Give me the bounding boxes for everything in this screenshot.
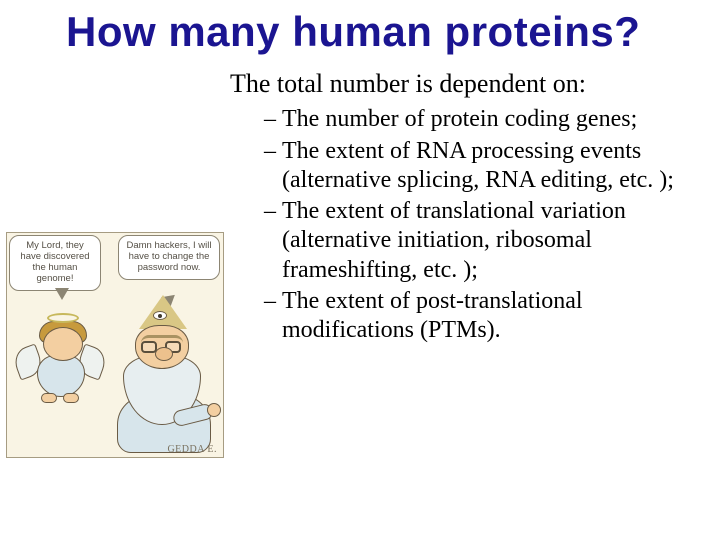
bullet-list: The number of protein coding genes; The … — [230, 105, 700, 345]
cartoon-illustration: My Lord, they have discovered the human … — [6, 232, 224, 458]
speech-tail-icon — [55, 288, 69, 300]
slide-title: How many human proteins? — [0, 0, 720, 68]
bullet-item: The number of protein coding genes; — [264, 105, 700, 134]
god-character-icon — [111, 299, 219, 449]
lead-line: The total number is dependent on: — [230, 68, 700, 99]
bullet-item: The extent of RNA processing events (alt… — [264, 137, 700, 196]
angel-character-icon — [21, 319, 101, 409]
cartoon-signature: GEDDA E. — [167, 444, 217, 455]
bullet-item: The extent of post-translational modific… — [264, 287, 700, 346]
speech-bubble-god: Damn hackers, I will have to change the … — [118, 235, 220, 280]
bullet-item: The extent of translational variation (a… — [264, 197, 700, 285]
right-column: The total number is dependent on: The nu… — [230, 68, 710, 347]
speech-bubble-angel: My Lord, they have discovered the human … — [9, 235, 101, 291]
